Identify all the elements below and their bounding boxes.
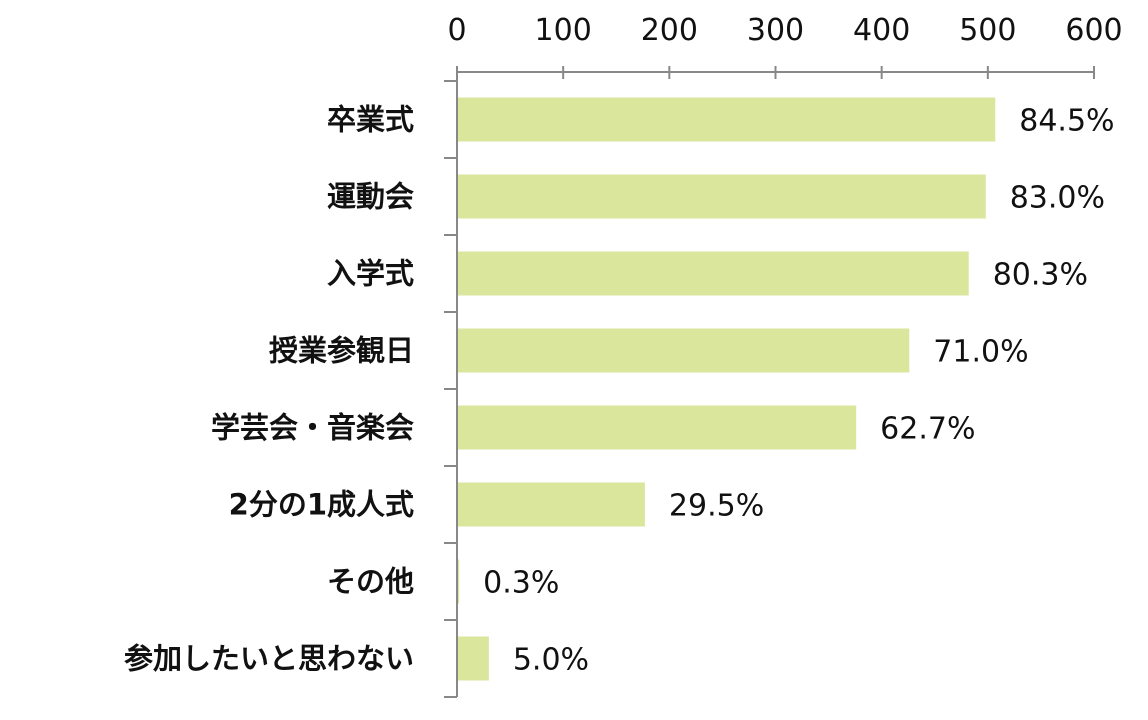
- x-tick-label: 400: [853, 13, 910, 48]
- x-tick-label: 300: [747, 13, 804, 48]
- x-tick-label: 500: [959, 13, 1016, 48]
- category-label: 参加したいと思わない: [124, 642, 414, 676]
- data-label: 80.3%: [993, 258, 1088, 293]
- bar: [458, 251, 969, 296]
- bar: [458, 97, 996, 142]
- data-label: 5.0%: [513, 643, 589, 678]
- bar: [458, 482, 645, 527]
- data-label: 83.0%: [1010, 181, 1105, 216]
- bar: [458, 328, 910, 373]
- data-label: 62.7%: [880, 412, 975, 447]
- bar: [458, 559, 460, 604]
- x-axis-ticks: 0 100 200 300 400 500 600: [444, 13, 1123, 698]
- x-tick-label: 600: [1065, 13, 1122, 48]
- data-label: 84.5%: [1019, 104, 1114, 139]
- bar: [458, 636, 489, 681]
- category-label: その他: [327, 565, 414, 599]
- category-label: 2分の1成人式: [229, 488, 414, 522]
- x-tick-label: 0: [447, 13, 466, 48]
- category-label: 入学式: [327, 257, 414, 291]
- data-labels: 84.5% 83.0% 80.3% 71.0% 62.7% 29.5% 0.3% 5.0%: [483, 104, 1114, 678]
- data-label: 29.5%: [669, 489, 764, 524]
- x-tick-label: 100: [535, 13, 592, 48]
- x-tick-label: 200: [641, 13, 698, 48]
- bar: [458, 405, 857, 450]
- category-label: 運動会: [327, 180, 414, 214]
- data-label: 71.0%: [933, 335, 1028, 370]
- bar: [458, 174, 986, 219]
- category-label: 学芸会・音楽会: [211, 411, 414, 445]
- bars: [458, 97, 996, 681]
- category-label: 授業参観日: [269, 334, 414, 368]
- data-label: 0.3%: [483, 566, 559, 601]
- category-label: 卒業式: [327, 103, 414, 137]
